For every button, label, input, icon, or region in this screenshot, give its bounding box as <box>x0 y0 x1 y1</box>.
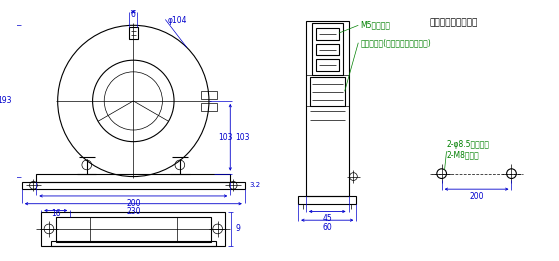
Bar <box>298 196 356 204</box>
Text: 3.2: 3.2 <box>250 182 261 188</box>
Text: 200: 200 <box>470 192 484 201</box>
Text: 60: 60 <box>323 223 332 232</box>
Bar <box>36 174 230 182</box>
Text: 193: 193 <box>0 96 12 105</box>
Bar <box>201 91 217 99</box>
Bar <box>316 28 339 40</box>
Text: 45: 45 <box>323 214 332 223</box>
Text: 6: 6 <box>131 10 136 19</box>
Bar <box>316 59 339 71</box>
Bar <box>312 23 343 75</box>
Bar <box>310 77 345 106</box>
Text: M5端子ねじ: M5端子ねじ <box>360 21 390 30</box>
Bar <box>130 27 138 39</box>
Text: セパレータ(取りはずしできます): セパレータ(取りはずしできます) <box>360 38 431 47</box>
Text: 200: 200 <box>126 199 140 208</box>
Bar <box>316 44 339 55</box>
Text: 2-φ8.5穴または
2-M8ねじ穴: 2-φ8.5穴または 2-M8ねじ穴 <box>447 140 490 159</box>
Text: 16: 16 <box>51 209 60 218</box>
Bar <box>51 241 216 246</box>
Text: 230: 230 <box>126 207 140 216</box>
Bar <box>201 103 217 111</box>
Bar <box>56 217 211 241</box>
Bar <box>22 182 245 189</box>
Text: φ104: φ104 <box>167 16 187 25</box>
Text: 103: 103 <box>235 133 250 142</box>
Bar <box>41 212 225 246</box>
Text: 9: 9 <box>235 224 240 233</box>
Text: 取りつけ穴加工寸法: 取りつけ穴加工寸法 <box>429 19 477 27</box>
Text: 103: 103 <box>219 133 233 142</box>
Bar <box>306 21 349 196</box>
